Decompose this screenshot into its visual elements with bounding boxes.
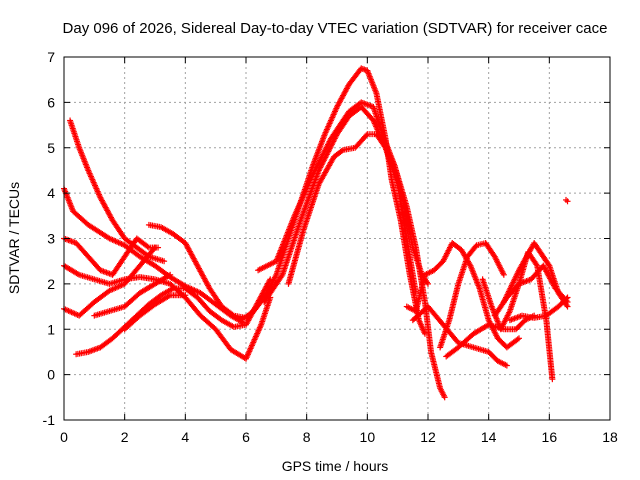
grid-layer	[64, 57, 610, 420]
series-3	[61, 244, 158, 319]
chart-title: Day 096 of 2026, Sidereal Day-to-day VTE…	[63, 20, 608, 37]
series-13	[285, 131, 431, 287]
series-14	[403, 240, 522, 351]
data-layer	[61, 65, 571, 401]
series-8	[121, 292, 189, 333]
series-7	[91, 271, 174, 319]
series-5	[61, 235, 162, 278]
series-4	[67, 117, 168, 265]
series-16	[437, 240, 507, 351]
